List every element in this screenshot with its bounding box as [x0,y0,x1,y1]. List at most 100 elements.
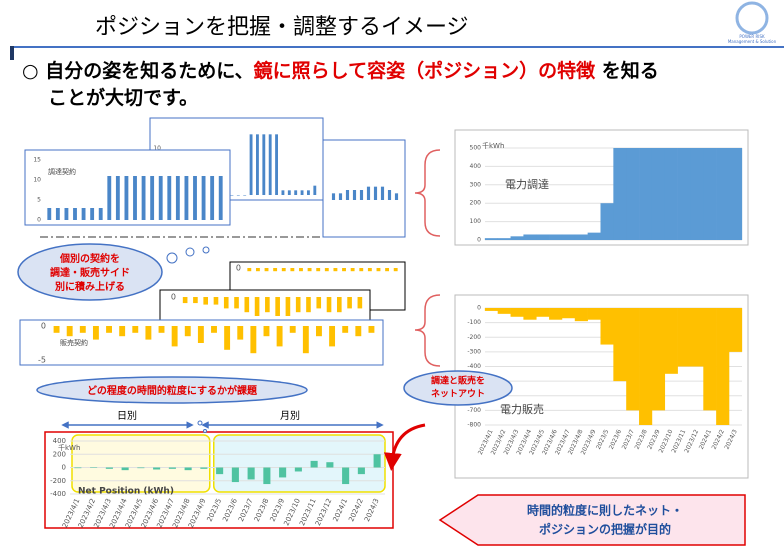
bar [285,297,291,316]
period-label: 日別 [117,410,137,422]
callout-text: 個別の契約を [59,252,120,265]
y-tick-label: 100 [470,218,482,225]
chart-frame [322,139,406,238]
bar [167,176,172,220]
bar [306,297,311,313]
chart: 0 -5 販売契約 [19,319,384,366]
step-area [510,308,524,317]
bar [55,208,60,220]
bar [218,176,223,220]
step-area [716,308,730,425]
bar [119,326,126,337]
bar [168,467,176,469]
bar [394,193,399,200]
step-area [523,308,537,320]
bar [329,326,336,347]
bar [307,190,310,195]
bar [153,467,161,470]
y-tick-label: -200 [467,334,481,341]
step-area [549,308,563,320]
bar [342,326,349,333]
bar [338,193,343,200]
bar [373,186,378,200]
bar [90,208,95,220]
bar [255,268,260,272]
y-tick-label: 300 [470,181,482,188]
logo-text: POWER RISK [739,34,765,39]
y-tick-label: -200 [50,477,66,485]
bar [193,176,197,220]
step-area [549,234,563,240]
callout-netout: 調達と販売を ネットアウト [403,370,513,406]
chart: -400-20002004002023/4/12023/4/22023/4/32… [44,431,394,529]
title-rule [10,46,784,48]
step-area [484,238,498,240]
slide-title: ポジションを把握・調整するイメージ [95,15,469,40]
bar [324,268,329,272]
callout-text: 別に積み上げる [54,280,125,293]
bar [105,467,113,469]
bar [316,268,321,272]
goal-text: 時間的粒度に則したネット・ [527,503,683,518]
y-tick-label: -400 [50,490,66,498]
bar [302,326,309,354]
bar [359,190,364,200]
bar [184,326,191,337]
step-area [600,308,614,345]
bar [368,326,375,333]
chart: 0 100 200 300 400 500 電力調達 千kWh [454,129,749,246]
bar [210,176,215,220]
unit-label: 千kWh [482,141,504,150]
bullet-text: 自分の姿を知るために、 [45,60,254,82]
charts: 10051015調達契約000-5販売契約0100200300400500電力調… [19,117,749,529]
bullet-highlight: 鏡に照らして容姿（ポジション）の特徴 [253,60,596,82]
bar [300,190,304,195]
y-tick-label: 400 [470,163,482,170]
y-tick-label: -400 [467,363,481,370]
y-tick-label: -700 [467,407,481,414]
bar [171,326,178,347]
step-area [510,236,524,240]
bar [236,195,240,196]
step-area [574,234,588,240]
step-area [574,308,588,322]
y-tick-label: 0 [171,293,176,302]
bar [230,195,234,196]
bar [276,326,283,347]
bar [81,208,86,220]
bar [326,462,334,468]
y-tick-label: 0 [37,217,41,224]
bar [273,268,278,272]
y-tick-label: 5 [37,197,41,204]
bar [263,326,270,337]
bar [73,208,77,220]
step-area [729,148,743,240]
step-area [716,148,730,240]
bar [79,326,86,333]
bar [231,467,239,483]
bar [184,176,189,220]
bar [316,326,322,337]
step-area [703,148,717,240]
bar [193,297,198,304]
unit-label: 千kWh [58,443,80,452]
highlight [71,434,211,493]
bar [307,268,312,272]
step-area [587,232,601,240]
bar [385,268,390,272]
chart-label: 電力調達 [505,177,549,191]
logo [735,1,769,35]
bar [393,268,398,272]
period-markers: 日別 月別 [61,410,384,429]
bar [213,297,219,305]
bar [234,297,239,309]
bar [124,176,129,220]
bar [247,467,255,480]
bar [281,268,286,272]
step-area [613,148,627,240]
bar [355,326,362,337]
bar [158,326,165,333]
y-tick-label: -5 [38,356,46,365]
